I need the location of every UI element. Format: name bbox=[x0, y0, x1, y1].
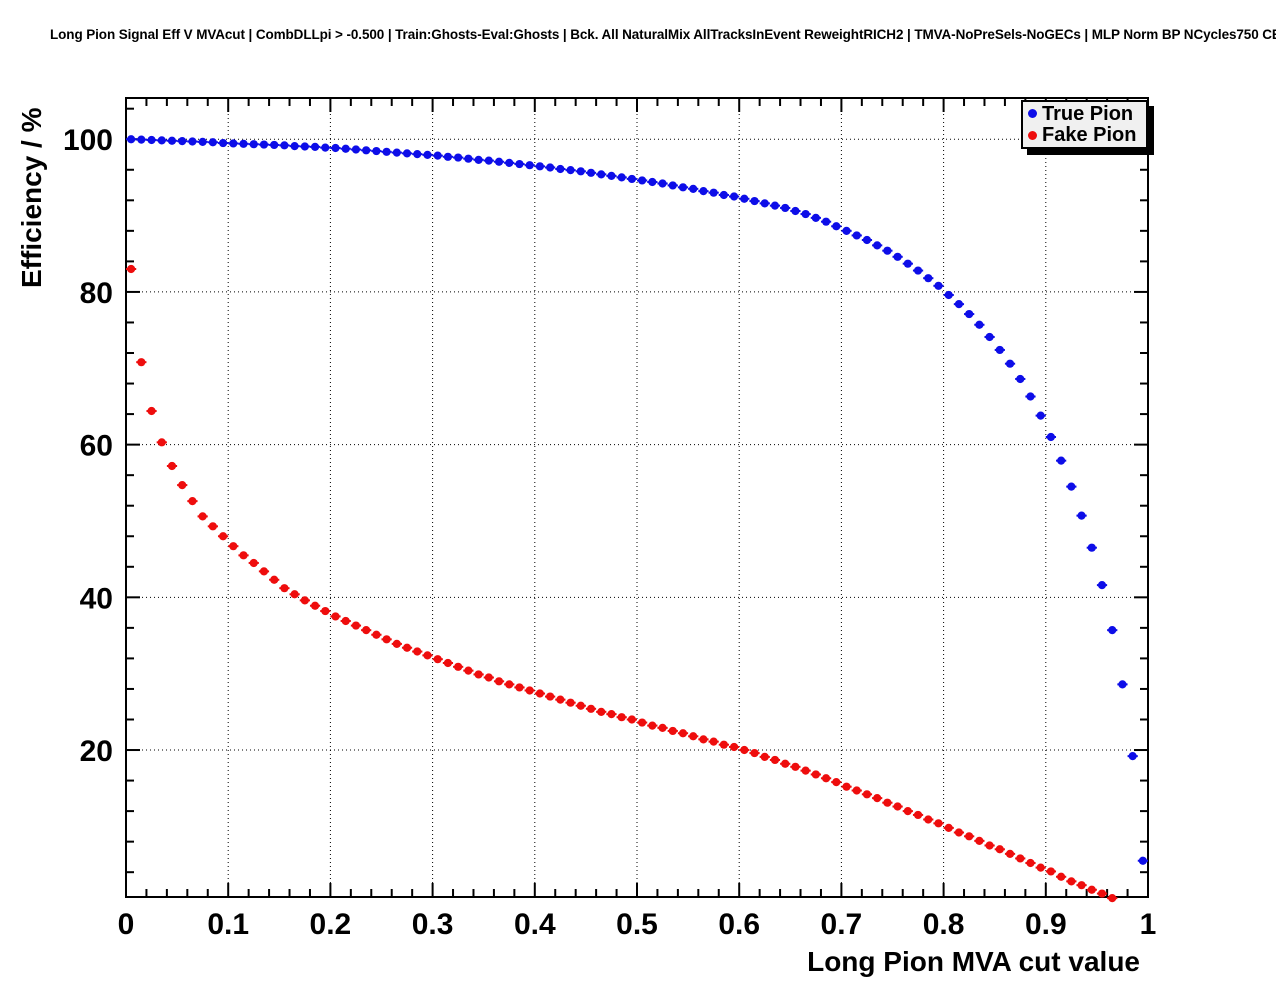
y-axis-title: Efficiency / % bbox=[16, 107, 47, 288]
series-fake-pion bbox=[126, 264, 1118, 903]
legend: True Pion Fake Pion bbox=[1021, 100, 1148, 149]
y-tick-label: 20 bbox=[80, 735, 113, 768]
fake-pion-marker-icon bbox=[1028, 130, 1037, 140]
series-true-pion bbox=[126, 135, 1148, 865]
x-tick-label: 0.9 bbox=[1025, 908, 1067, 941]
legend-label-true-pion: True Pion bbox=[1042, 102, 1134, 125]
y-tick-label: 80 bbox=[80, 277, 113, 310]
legend-label-fake-pion: Fake Pion bbox=[1042, 124, 1137, 147]
x-tick-label: 0.3 bbox=[412, 908, 454, 941]
y-tick-label: 100 bbox=[63, 124, 113, 157]
x-tick-label: 0.8 bbox=[923, 908, 965, 941]
x-tick-label: 0.5 bbox=[616, 908, 658, 941]
x-tick-label: 1 bbox=[1140, 908, 1157, 941]
x-axis-title: Long Pion MVA cut value bbox=[807, 946, 1140, 977]
legend-entry-fake-pion: Fake Pion bbox=[1028, 125, 1146, 145]
plot-frame bbox=[125, 97, 1149, 898]
y-tick-label: 60 bbox=[80, 430, 113, 463]
y-tick-label: 40 bbox=[80, 582, 113, 615]
x-tick-label: 0.1 bbox=[207, 908, 249, 941]
legend-entry-true-pion: True Pion bbox=[1028, 104, 1146, 124]
plot-title: Long Pion Signal Eff V MVAcut | CombDLLp… bbox=[50, 27, 1276, 42]
x-tick-label: 0 bbox=[118, 908, 135, 941]
x-tick-label: 0.6 bbox=[718, 908, 760, 941]
true-pion-marker-icon bbox=[1028, 109, 1037, 119]
x-tick-label: 0.7 bbox=[821, 908, 863, 941]
x-tick-label: 0.4 bbox=[514, 908, 556, 941]
x-tick-label: 0.2 bbox=[310, 908, 352, 941]
